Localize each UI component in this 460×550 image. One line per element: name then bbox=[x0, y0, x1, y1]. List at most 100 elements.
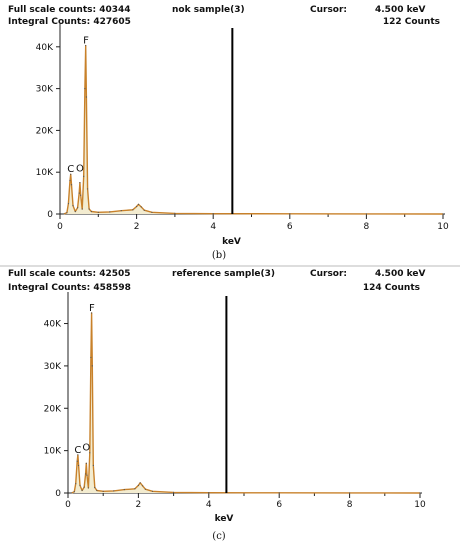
spectrum-point bbox=[151, 490, 154, 492]
y-tick-label: 40K bbox=[36, 43, 54, 53]
spectrum-point bbox=[85, 462, 87, 464]
spectrum-point bbox=[113, 490, 115, 492]
spectrum-point bbox=[85, 473, 87, 475]
spectrum-point bbox=[419, 492, 421, 494]
spectrum-point bbox=[63, 213, 65, 215]
x-axis-label: keV bbox=[222, 237, 241, 247]
spectrum-point bbox=[278, 492, 280, 494]
spectrum-point bbox=[142, 485, 144, 487]
sample-name: nok sample(3) bbox=[172, 5, 245, 15]
spectrum-point bbox=[208, 492, 210, 494]
x-tick-label: 8 bbox=[347, 500, 353, 510]
peak-label-o: O bbox=[76, 163, 84, 174]
cursor-value: 4.500 keV bbox=[375, 269, 425, 279]
x-tick-label: 6 bbox=[287, 222, 293, 232]
spectrum-point bbox=[94, 486, 96, 489]
spectrum-point bbox=[75, 483, 77, 485]
spectrum-point bbox=[70, 173, 72, 175]
spectrum-point bbox=[86, 474, 88, 476]
y-tick-label: 40K bbox=[44, 320, 62, 330]
spectrum-point bbox=[442, 213, 444, 215]
spectrum-point bbox=[90, 210, 93, 213]
spectrum-point bbox=[77, 464, 80, 467]
spectrum-point bbox=[134, 488, 136, 490]
spectrum-point bbox=[69, 179, 71, 182]
spectrum-point bbox=[123, 489, 125, 491]
spectrum-point bbox=[70, 184, 73, 186]
spectrum-point bbox=[88, 208, 90, 210]
spectrum-point bbox=[289, 213, 291, 215]
spectrum-point bbox=[89, 452, 91, 454]
spectrum-point bbox=[73, 491, 75, 493]
spectrum-panel-b: Full scale counts: 40344 nok sample(3) Cur… bbox=[8, 5, 449, 261]
spectrum-point bbox=[85, 44, 87, 47]
y-tick-label: 0 bbox=[55, 489, 61, 499]
x-tick-label: 2 bbox=[136, 500, 142, 510]
spectrum-point bbox=[137, 484, 139, 486]
spectrum-point bbox=[78, 192, 80, 194]
x-tick-label: 10 bbox=[437, 222, 449, 232]
cursor-label: Cursor: bbox=[310, 5, 347, 15]
spectrum-point bbox=[83, 486, 85, 488]
peak-label-c: C bbox=[67, 164, 74, 175]
y-tick-label: 10K bbox=[36, 168, 54, 178]
cursor-label: Cursor: bbox=[310, 269, 347, 279]
x-tick-label: 10 bbox=[414, 500, 426, 510]
spectrum-point bbox=[97, 211, 99, 213]
x-tick-label: 4 bbox=[206, 500, 212, 510]
spectrum-point bbox=[212, 213, 214, 215]
spectrum-point bbox=[96, 489, 98, 492]
y-tick-label: 20K bbox=[36, 126, 54, 136]
spectrum-point bbox=[137, 203, 140, 205]
cursor-value: 4.500 keV bbox=[375, 5, 425, 15]
x-tick-label: 6 bbox=[276, 500, 282, 510]
spectrum-point bbox=[83, 175, 85, 177]
peak-label-f: F bbox=[83, 35, 89, 46]
spectrum-point bbox=[90, 356, 92, 359]
spectrum-point bbox=[77, 207, 79, 209]
spectrum-point bbox=[70, 492, 73, 494]
spectrum-point bbox=[67, 202, 70, 205]
cursor-counts: 122 Counts bbox=[383, 17, 440, 27]
y-tick-label: 30K bbox=[36, 85, 54, 95]
spectrum-point bbox=[87, 487, 90, 489]
y-tick-label: 20K bbox=[44, 404, 62, 414]
spectrum-fill bbox=[63, 45, 444, 214]
spectrum-point bbox=[66, 212, 68, 214]
x-tick-label: 8 bbox=[364, 222, 370, 232]
integral-counts: Integral Counts: 458598 bbox=[8, 283, 131, 293]
spectrum-point bbox=[136, 205, 138, 208]
spectrum-point bbox=[109, 211, 111, 213]
spectrum-point bbox=[81, 489, 83, 492]
spectrum-point bbox=[144, 488, 147, 490]
peak-label-f: F bbox=[89, 303, 95, 314]
spectrum-point bbox=[77, 454, 79, 456]
spectrum-point bbox=[140, 206, 142, 208]
spectrum-point bbox=[151, 211, 153, 213]
y-tick-label: 30K bbox=[44, 362, 62, 372]
spectrum-point bbox=[84, 88, 86, 90]
spectrum-point bbox=[79, 182, 81, 184]
sample-name: reference sample(3) bbox=[172, 269, 275, 279]
spectrum-point bbox=[139, 482, 141, 484]
spectrum-point bbox=[120, 210, 122, 212]
spectrum-panel-c: Full scale counts: 42505 reference sample… bbox=[8, 269, 426, 542]
spectrum-point bbox=[365, 213, 367, 215]
x-tick-label: 0 bbox=[65, 500, 71, 510]
spectrum-point bbox=[74, 210, 76, 213]
x-tick-label: 0 bbox=[57, 222, 63, 232]
spectrum-line bbox=[71, 312, 421, 494]
full-scale-counts: Full scale counts: 42505 bbox=[8, 269, 131, 279]
spectrum-point bbox=[85, 96, 88, 98]
spectrum-point bbox=[90, 312, 93, 314]
x-tick-label: 4 bbox=[210, 222, 216, 232]
spectrum-point bbox=[349, 492, 351, 494]
cursor-counts: 124 Counts bbox=[363, 283, 420, 293]
spectrum-point bbox=[92, 464, 94, 467]
spectrum-point bbox=[76, 460, 78, 462]
panel-label: (c) bbox=[212, 531, 226, 542]
x-axis-label: keV bbox=[215, 514, 234, 524]
spectrum-line bbox=[63, 44, 444, 215]
spectrum-point bbox=[102, 490, 104, 492]
